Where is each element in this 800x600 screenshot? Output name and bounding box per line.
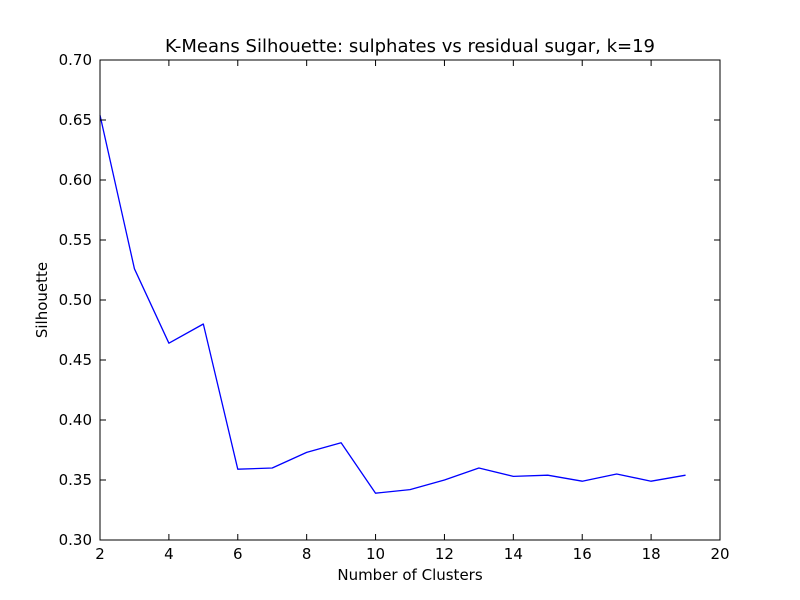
y-tick-label: 0.50 <box>59 291 92 309</box>
x-tick-label: 14 <box>504 545 523 563</box>
x-tick-label: 10 <box>366 545 385 563</box>
y-tick-label: 0.35 <box>59 471 92 489</box>
series-line <box>99 115 686 494</box>
y-tick-label: 0.55 <box>59 231 92 249</box>
x-tick-label: 2 <box>95 545 105 563</box>
chart-title: K-Means Silhouette: sulphates vs residua… <box>165 36 655 57</box>
x-axis-label: Number of Clusters <box>337 566 482 584</box>
y-tick-label: 0.70 <box>59 51 92 69</box>
x-tick-label: 8 <box>302 545 312 563</box>
x-tick-label: 12 <box>435 545 454 563</box>
x-tick-label: 18 <box>642 545 661 563</box>
x-tick-label: 20 <box>710 545 729 563</box>
x-axis: 2 4 6 8 10 12 14 16 18 20 <box>95 60 730 563</box>
x-tick-label: 4 <box>164 545 174 563</box>
y-tick-label: 0.45 <box>59 351 92 369</box>
y-axis-label: Silhouette <box>33 262 51 338</box>
y-tick-label: 0.65 <box>59 111 92 129</box>
y-tick-label: 0.30 <box>59 531 92 549</box>
y-axis: 0.30 0.35 0.40 0.45 0.50 0.55 0.60 0.65 0.70 <box>59 51 720 549</box>
x-tick-label: 16 <box>573 545 592 563</box>
y-tick-label: 0.40 <box>59 411 92 429</box>
y-tick-label: 0.60 <box>59 171 92 189</box>
plot-area <box>99 115 686 494</box>
x-tick-label: 6 <box>233 545 243 563</box>
